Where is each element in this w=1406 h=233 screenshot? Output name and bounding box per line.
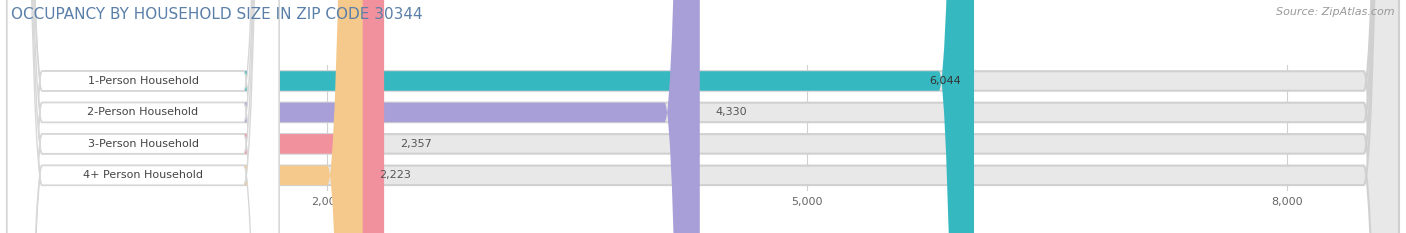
FancyBboxPatch shape: [7, 0, 1399, 233]
Text: 6,044: 6,044: [929, 76, 962, 86]
Text: 4,330: 4,330: [716, 107, 748, 117]
FancyBboxPatch shape: [7, 0, 278, 233]
Text: 1-Person Household: 1-Person Household: [87, 76, 198, 86]
FancyBboxPatch shape: [7, 0, 1399, 233]
FancyBboxPatch shape: [7, 0, 363, 233]
FancyBboxPatch shape: [7, 0, 278, 233]
FancyBboxPatch shape: [7, 0, 278, 233]
Text: 2-Person Household: 2-Person Household: [87, 107, 198, 117]
Text: 2,223: 2,223: [378, 170, 411, 180]
Text: Source: ZipAtlas.com: Source: ZipAtlas.com: [1277, 7, 1395, 17]
Text: 3-Person Household: 3-Person Household: [87, 139, 198, 149]
Text: 4+ Person Household: 4+ Person Household: [83, 170, 202, 180]
FancyBboxPatch shape: [7, 0, 1399, 233]
FancyBboxPatch shape: [7, 0, 974, 233]
Text: OCCUPANCY BY HOUSEHOLD SIZE IN ZIP CODE 30344: OCCUPANCY BY HOUSEHOLD SIZE IN ZIP CODE …: [11, 7, 423, 22]
FancyBboxPatch shape: [7, 0, 278, 233]
Text: 2,357: 2,357: [401, 139, 432, 149]
FancyBboxPatch shape: [7, 0, 1399, 233]
FancyBboxPatch shape: [7, 0, 700, 233]
FancyBboxPatch shape: [7, 0, 384, 233]
